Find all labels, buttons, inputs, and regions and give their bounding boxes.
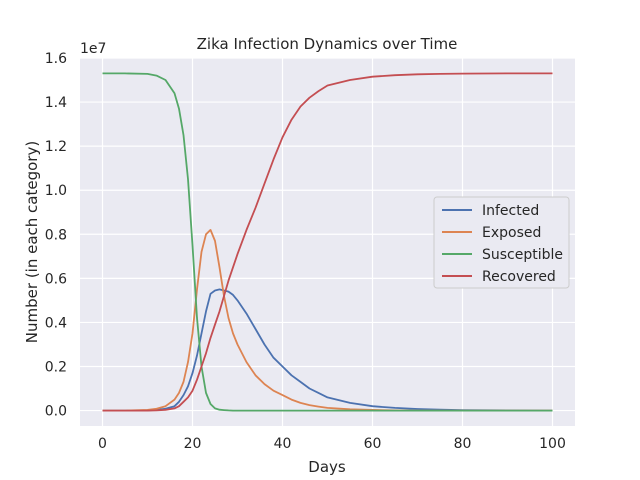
y-tick-label: 0.6 [45, 271, 67, 287]
x-axis-label: Days [308, 458, 346, 476]
x-tick-label: 100 [539, 436, 566, 452]
x-tick-label: 40 [274, 436, 292, 452]
y-offset-text: 1e7 [80, 41, 106, 57]
y-tick-label: 0.4 [45, 315, 67, 331]
x-tick-label: 80 [454, 436, 472, 452]
legend-box [433, 196, 570, 289]
y-tick-label: 1.2 [45, 139, 67, 155]
series-line-infected [102, 288, 553, 412]
legend-label: Susceptible [482, 247, 563, 263]
y-tick-label: 1.6 [45, 51, 67, 67]
x-ticks: 0 20 40 60 80 100 [98, 436, 566, 452]
legend-label: Infected [482, 203, 539, 219]
legend-label: Exposed [482, 225, 541, 241]
y-tick-label: 1.0 [45, 183, 67, 199]
x-tick-label: 20 [184, 436, 202, 452]
y-tick-label: 0.2 [45, 360, 67, 376]
y-tick-label: 1.4 [45, 95, 67, 111]
chart-title: Zika Infection Dynamics over Time [197, 35, 458, 53]
legend: Infected Exposed Susceptible Recovered [433, 196, 570, 289]
y-tick-label: 0.0 [45, 404, 67, 420]
legend-label: Recovered [482, 269, 556, 285]
series-group [102, 72, 553, 412]
y-ticks: 0.0 0.2 0.4 0.6 0.8 1.0 1.2 1.4 1.6 [45, 51, 67, 420]
x-tick-label: 60 [364, 436, 382, 452]
series-line-susceptible [102, 72, 553, 412]
series-line-recovered [102, 72, 553, 412]
x-tick-label: 0 [98, 436, 107, 452]
y-axis-label: Number (in each category) [23, 141, 41, 343]
y-tick-label: 0.8 [45, 227, 67, 243]
